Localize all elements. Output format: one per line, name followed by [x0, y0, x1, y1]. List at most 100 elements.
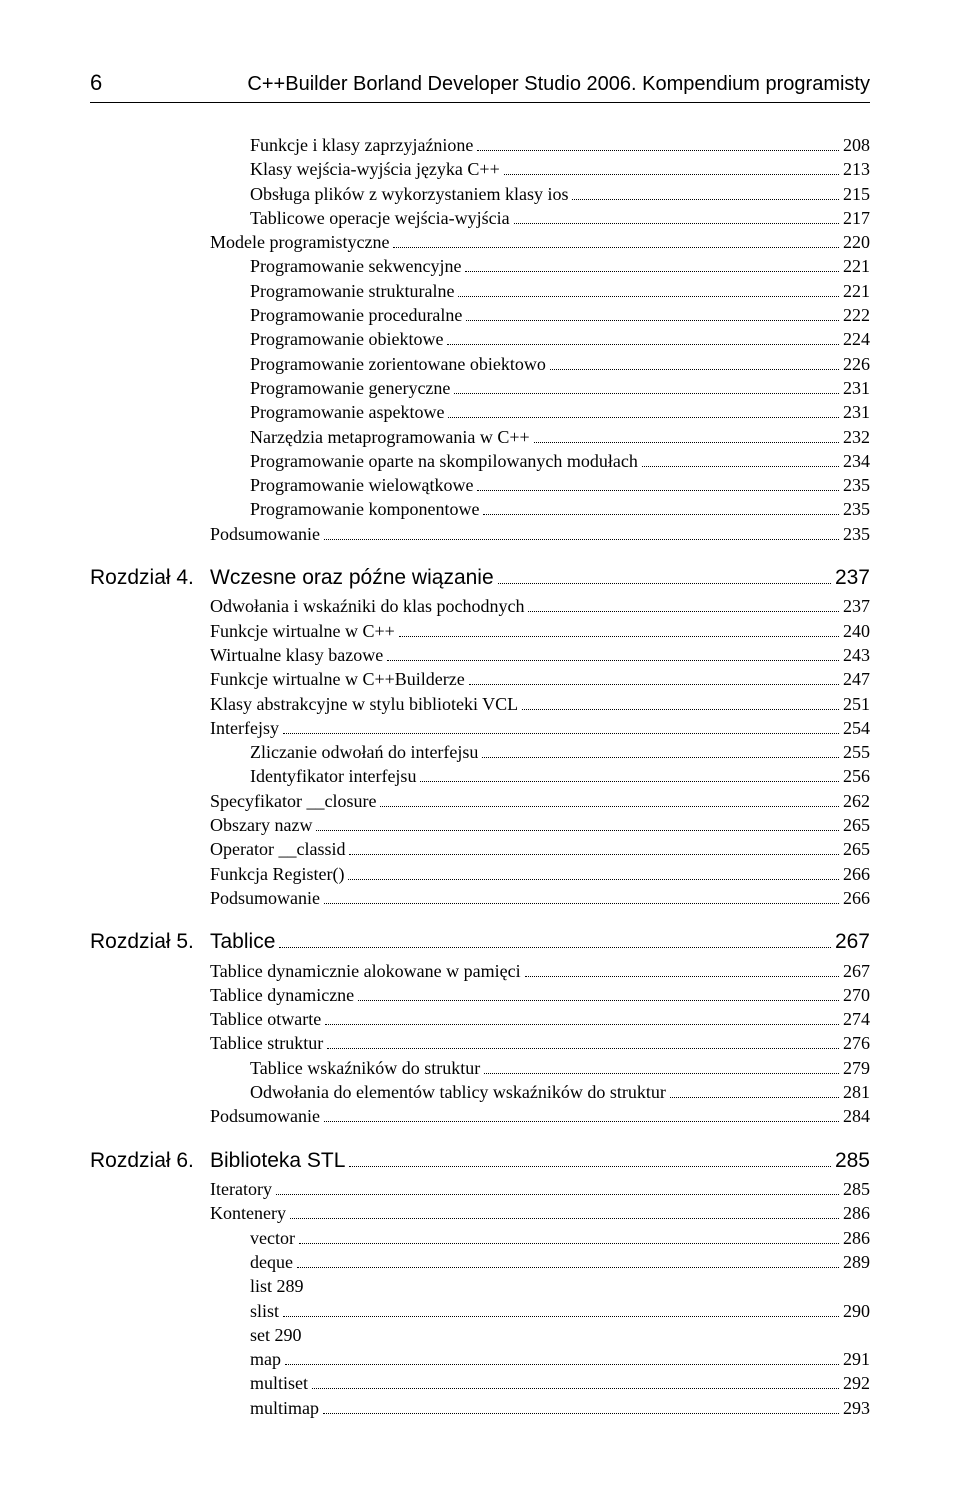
toc-entry-label: map — [250, 1347, 281, 1371]
toc-entry: Tablice otwarte274 — [90, 1007, 870, 1031]
toc-entry-page: 262 — [843, 789, 870, 813]
toc-entry-page: 221 — [843, 254, 870, 278]
toc-entry: Funkcje wirtualne w C++Builderze 247 — [90, 667, 870, 691]
toc-entry-page: 274 — [843, 1007, 870, 1031]
toc-entry-label: Modele programistyczne — [210, 230, 389, 254]
toc-leader-dots — [299, 1226, 839, 1243]
toc-entry-page: 220 — [843, 230, 870, 254]
toc-leader-dots — [358, 984, 839, 1001]
toc-entry: Narzędzia metaprogramowania w C++232 — [90, 425, 870, 449]
toc-entry-label: Programowanie strukturalne — [250, 279, 454, 303]
toc-leader-dots — [290, 1202, 839, 1219]
toc-entry: Zliczanie odwołań do interfejsu255 — [90, 740, 870, 764]
toc-entry-label: Obsługa plików z wykorzystaniem klasy io… — [250, 182, 568, 206]
toc-entry-label: Klasy abstrakcyjne w stylu biblioteki VC… — [210, 692, 518, 716]
toc-entry-page: 265 — [843, 837, 870, 861]
toc-entry-label: Interfejsy — [210, 716, 279, 740]
toc-entry: Podsumowanie 266 — [90, 886, 870, 910]
toc-entry-label: Specyfikator __closure — [210, 789, 376, 813]
toc-entry: Funkcje i klasy zaprzyjaźnione208 — [90, 133, 870, 157]
toc-entry-label: Kontenery — [210, 1201, 286, 1225]
toc-entry-label: Podsumowanie — [210, 886, 320, 910]
toc-leader-dots — [327, 1032, 839, 1049]
toc-leader-dots — [534, 425, 839, 442]
page-number: 6 — [90, 70, 102, 96]
toc-entry-page: 266 — [843, 862, 870, 886]
toc-entry-page: 291 — [843, 1347, 870, 1371]
toc-entry-label: Programowanie wielowątkowe — [250, 473, 473, 497]
toc-entry-label: Programowanie oparte na skompilowanych m… — [250, 449, 638, 473]
chapter-heading-row: Rozdział 4.Wczesne oraz późne wiązanie23… — [90, 564, 870, 592]
toc-entry-page: 251 — [843, 692, 870, 716]
toc-entry-page: 237 — [843, 594, 870, 618]
toc-entry: Tablice wskaźników do struktur 279 — [90, 1056, 870, 1080]
toc-entry-page: 279 — [843, 1056, 870, 1080]
toc-entry-page: 221 — [843, 279, 870, 303]
toc-entry: Programowanie obiektowe224 — [90, 327, 870, 351]
toc-entry-page: 235 — [843, 473, 870, 497]
toc-entry-label: Tablice wskaźników do struktur — [250, 1056, 480, 1080]
toc-leader-dots — [528, 595, 839, 612]
toc-entry: deque 289 — [90, 1250, 870, 1274]
toc-leader-dots — [380, 790, 839, 807]
toc-entry-label: deque — [250, 1250, 293, 1274]
toc-entry-label: Odwołania do elementów tablicy wskaźnikó… — [250, 1080, 666, 1104]
toc-entry-page: 292 — [843, 1371, 870, 1395]
toc-entry-label: Wirtualne klasy bazowe — [210, 643, 383, 667]
toc-entry: Programowanie proceduralne222 — [90, 303, 870, 327]
toc-leader-dots — [393, 231, 839, 248]
toc-entry: Programowanie zorientowane obiektowo226 — [90, 352, 870, 376]
toc-entry-label: Funkcje wirtualne w C++Builderze — [210, 667, 465, 691]
toc-entry: Tablice dynamicznie alokowane w pamięci 2… — [90, 959, 870, 983]
toc-entry: Wirtualne klasy bazowe 243 — [90, 643, 870, 667]
toc-leader-dots — [448, 401, 839, 418]
toc-leader-dots — [514, 207, 839, 224]
toc-block: Rozdział 4.Wczesne oraz późne wiązanie23… — [90, 564, 870, 910]
toc-entry-label: Klasy wejścia-wyjścia języka C++ — [250, 157, 500, 181]
toc-entry-page: 267 — [843, 959, 870, 983]
toc-entry-label: Programowanie zorientowane obiektowo — [250, 352, 546, 376]
toc-entry-label: Podsumowanie — [210, 1104, 320, 1128]
toc-entry: Modele programistyczne 220 — [90, 230, 870, 254]
chapter-page: 285 — [835, 1147, 870, 1175]
toc-leader-dots — [522, 692, 839, 709]
toc-entry-label: set 290 — [250, 1323, 308, 1347]
toc-entry-page: 266 — [843, 886, 870, 910]
toc-entry-page: 276 — [843, 1031, 870, 1055]
toc-leader-dots — [642, 450, 839, 467]
toc-leader-dots — [399, 620, 839, 637]
toc-entry: Specyfikator __closure 262 — [90, 789, 870, 813]
toc-entry-page: 235 — [843, 522, 870, 546]
toc-entry: Podsumowanie284 — [90, 1104, 870, 1128]
toc-entry: Klasy abstrakcyjne w stylu biblioteki VC… — [90, 692, 870, 716]
toc-entry-page: 289 — [843, 1250, 870, 1274]
toc-leader-dots — [483, 498, 839, 515]
toc-entry-label: Obszary nazw — [210, 813, 312, 837]
toc-entry-page: 234 — [843, 449, 870, 473]
toc-entry: multiset 292 — [90, 1371, 870, 1395]
toc-entry-label: Identyfikator interfejsu — [250, 764, 416, 788]
toc-entry-page: 247 — [843, 667, 870, 691]
toc-entry-label: multiset — [250, 1371, 308, 1395]
toc-leader-dots — [670, 1081, 839, 1098]
toc-leader-dots — [482, 741, 839, 758]
toc-entry-page: 243 — [843, 643, 870, 667]
toc-leader-dots — [525, 959, 839, 976]
toc-entry-page: 224 — [843, 327, 870, 351]
toc-entry: Iteratory285 — [90, 1177, 870, 1201]
chapter-label: Rozdział 6. — [90, 1147, 210, 1175]
chapter-heading-row: Rozdział 5.Tablice267 — [90, 928, 870, 956]
table-of-contents: Funkcje i klasy zaprzyjaźnione208Klasy w… — [90, 133, 870, 1420]
toc-entry: Tablicowe operacje wejścia-wyjścia217 — [90, 206, 870, 230]
toc-entry-label: Narzędzia metaprogramowania w C++ — [250, 425, 530, 449]
toc-leader-dots — [283, 717, 839, 734]
toc-block: Funkcje i klasy zaprzyjaźnione208Klasy w… — [90, 133, 870, 546]
toc-entry-page: 254 — [843, 716, 870, 740]
toc-leader-dots — [297, 1251, 839, 1268]
toc-entry: Programowanie strukturalne 221 — [90, 279, 870, 303]
toc-leader-dots — [498, 566, 831, 584]
toc-entry-label: Tablice dynamicznie alokowane w pamięci — [210, 959, 521, 983]
toc-entry: Programowanie generyczne231 — [90, 376, 870, 400]
toc-entry-page: 290 — [843, 1299, 870, 1323]
toc-entry-page: 270 — [843, 983, 870, 1007]
